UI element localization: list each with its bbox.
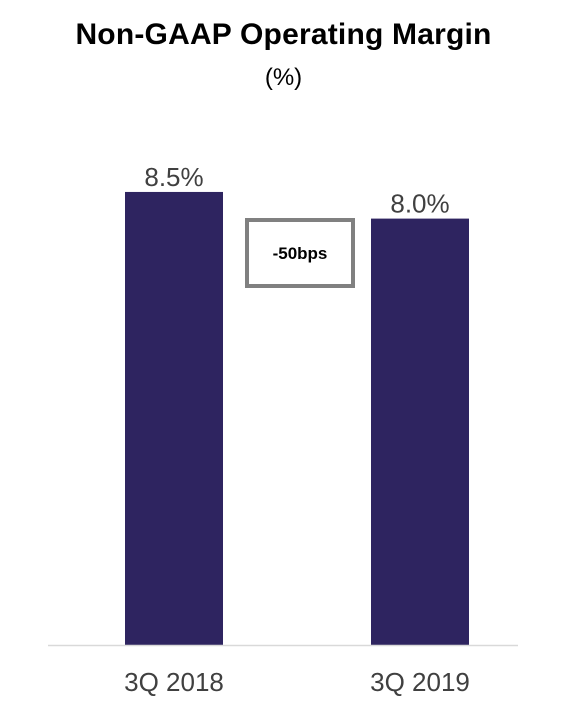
bar-3q-2019 bbox=[371, 218, 469, 645]
bars-layer bbox=[125, 191, 469, 645]
chart-subtitle: (%) bbox=[264, 64, 303, 91]
chart-title: Non-GAAP Operating Margin bbox=[75, 18, 492, 51]
x-tick-label: 3Q 2018 bbox=[124, 667, 224, 697]
data-label: 8.0% bbox=[390, 189, 449, 219]
x-tick-label: 3Q 2019 bbox=[370, 667, 470, 697]
callout-box bbox=[245, 218, 355, 288]
data-label: 8.5% bbox=[144, 162, 203, 192]
bar-3q-2018 bbox=[125, 191, 223, 645]
labels-layer: 8.5% 3Q 2018 8.0% 3Q 2019 bbox=[124, 162, 470, 697]
callout-label: -50bps bbox=[273, 244, 328, 263]
change-callout: -50bps bbox=[245, 218, 355, 288]
